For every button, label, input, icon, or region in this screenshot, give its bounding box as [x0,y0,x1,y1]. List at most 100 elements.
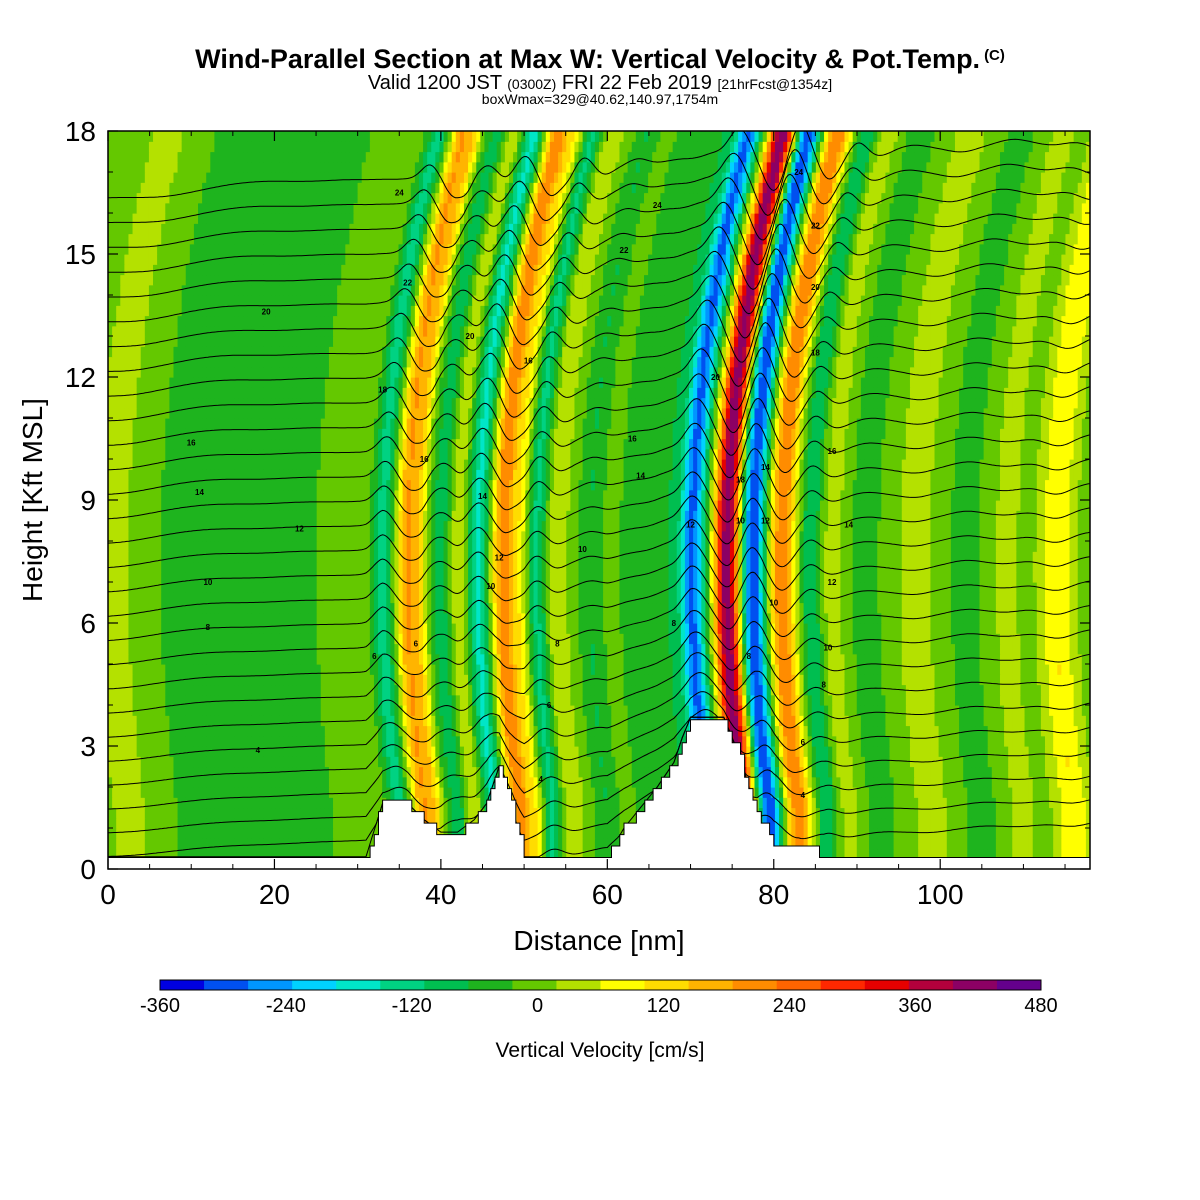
w-cell [979,776,985,788]
w-cell [971,838,977,850]
w-cell [263,725,269,737]
w-cell [525,787,531,798]
w-cell [435,766,441,778]
w-cell [918,664,923,675]
w-cell [108,817,113,829]
w-cell [558,653,563,665]
w-cell [222,756,228,768]
w-cell [652,684,657,696]
w-cell [1081,664,1087,675]
w-cell [435,828,441,839]
w-cell [942,787,948,798]
w-cell [423,684,428,696]
w-cell [594,797,600,809]
w-cell [815,653,821,665]
w-cell [1061,694,1067,706]
w-cell [553,828,559,839]
w-cell [353,694,359,706]
w-cell [345,674,351,686]
w-cell [500,694,506,706]
w-cell [472,787,477,798]
w-cell [165,797,170,809]
w-cell [304,694,310,706]
w-cell [427,787,432,798]
w-cell [537,787,543,798]
w-cell [418,705,424,716]
w-cell [558,787,563,798]
w-cell [545,848,551,860]
w-cell [283,817,289,829]
w-cell [873,664,878,675]
w-cell [463,684,469,696]
w-cell [832,838,837,850]
w-cell [521,766,526,778]
w-cell [292,725,297,737]
w-cell [873,838,878,850]
w-cell [361,756,367,768]
w-cell [856,705,862,716]
w-cell [803,694,809,706]
w-cell [288,664,293,675]
w-cell [1081,746,1087,757]
w-cell [877,797,882,809]
w-cell [443,787,449,798]
w-cell [472,684,477,696]
w-cell [999,817,1005,829]
w-cell [570,684,576,696]
w-cell [590,807,596,819]
w-cell [1008,715,1013,727]
w-cell [414,797,420,809]
w-cell [713,674,719,686]
w-cell [1065,705,1071,716]
w-cell [157,807,162,819]
w-cell [914,705,919,716]
w-cell [713,653,719,665]
w-cell [410,674,416,686]
w-cell [198,848,203,860]
w-cell [762,725,768,737]
w-cell [566,776,571,788]
w-cell [148,797,154,809]
w-cell [594,787,600,798]
w-cell [1044,694,1050,706]
w-cell [353,735,359,747]
w-cell [431,674,436,686]
w-cell [271,746,277,757]
w-cell [373,756,379,768]
w-cell [881,848,887,860]
w-cell [341,735,346,747]
w-cell [226,705,232,716]
w-cell [635,766,641,778]
w-cell [247,756,252,768]
w-cell [553,776,559,788]
w-cell [337,664,342,675]
w-cell [864,746,870,757]
w-cell [275,776,281,788]
w-cell [979,828,985,839]
w-cell [1012,725,1017,737]
w-cell [468,807,473,819]
w-cell [885,664,891,675]
w-cell [533,838,539,850]
w-cell [226,766,232,778]
w-cell [971,664,977,675]
w-cell [185,828,191,839]
w-cell [496,746,502,757]
w-cell [844,684,850,696]
w-cell [729,653,735,665]
w-cell [488,746,494,757]
w-cell [157,766,162,778]
w-cell [263,756,269,768]
w-cell [607,807,612,819]
w-cell [320,828,326,839]
w-cell [300,715,305,727]
w-cell [766,735,772,747]
w-cell [431,787,436,798]
w-cell [161,653,166,665]
w-cell [439,684,445,696]
w-cell [373,664,379,675]
w-cell [852,684,858,696]
w-cell [112,735,117,747]
w-cell [439,828,445,839]
w-cell [979,705,985,716]
